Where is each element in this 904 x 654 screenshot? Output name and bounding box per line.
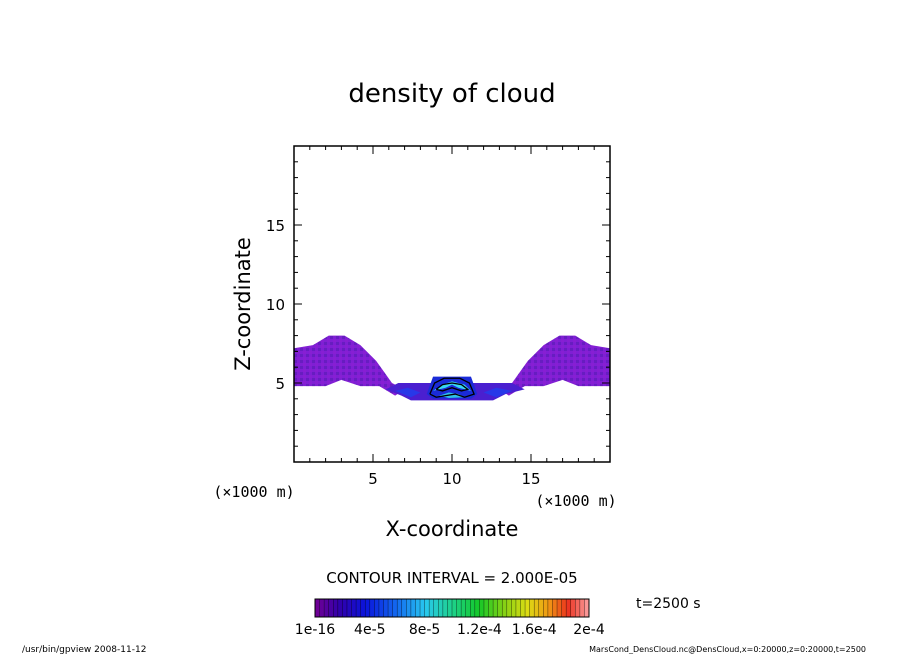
x-tick-label: 5 xyxy=(368,470,378,488)
colorbar-cell xyxy=(369,599,375,617)
colorbar-cell xyxy=(552,599,558,617)
contour-line xyxy=(435,382,470,392)
colorbar-cell xyxy=(579,599,585,617)
colorbar-cell xyxy=(447,599,453,617)
colorbar-tick-label: 1.2e-4 xyxy=(457,622,502,638)
colorbar-tick-label: 4e-5 xyxy=(354,622,385,638)
colorbar xyxy=(314,599,590,617)
colorbar-cell xyxy=(346,599,352,617)
colorbar-cell xyxy=(515,599,521,617)
colorbar-cell xyxy=(415,599,421,617)
cloud-core-inner xyxy=(433,381,471,391)
colorbar-cell xyxy=(410,599,416,617)
colorbar-cell xyxy=(324,599,329,617)
colorbar-cell xyxy=(438,599,444,617)
y-axis-label: Z-coordinate xyxy=(231,237,255,371)
colorbar-cell xyxy=(374,599,380,617)
colorbar-cell xyxy=(557,599,562,617)
colorbar-cell xyxy=(315,599,320,617)
colorbar-cell xyxy=(342,599,348,617)
colorbar-cell xyxy=(534,599,540,617)
footer-program: /usr/bin/gpview 2008-11-12 xyxy=(22,645,146,654)
colorbar-cell xyxy=(388,599,393,617)
colorbar-cell xyxy=(429,599,435,617)
colorbar-tick-label: 8e-5 xyxy=(409,622,440,638)
colorbar-cell xyxy=(566,599,572,617)
colorbar-frame xyxy=(314,598,590,618)
colorbar-cell xyxy=(493,599,498,617)
colorbar-tick-label: 1.6e-4 xyxy=(512,622,557,638)
colorbar-cell xyxy=(378,599,384,617)
colorbar-cell xyxy=(511,599,517,617)
colorbar-cell xyxy=(479,599,485,617)
colorbar-cell xyxy=(561,599,567,617)
density-field xyxy=(294,335,610,401)
colorbar-cell xyxy=(525,599,530,617)
colorbar-cell xyxy=(351,599,357,617)
contour-line xyxy=(429,377,475,398)
colorbar-cell xyxy=(392,599,398,617)
colorbar-cell xyxy=(547,599,553,617)
cloud-texture-right xyxy=(499,335,610,396)
colorbar-cell xyxy=(452,599,457,617)
y-tick-label: 10 xyxy=(266,296,285,314)
contour-interval: CONTOUR INTERVAL = 2.000E-05 xyxy=(326,569,577,587)
colorbar-cell xyxy=(397,599,403,617)
y-tick-label: 5 xyxy=(275,375,285,393)
colorbar-cell xyxy=(356,599,361,617)
colorbar-cell xyxy=(483,599,489,617)
footer-source: MarsCond_DensCloud.nc@DensCloud,x=0:2000… xyxy=(589,645,866,654)
colorbar-cell xyxy=(461,599,466,617)
colorbar-tick-labels: 1e-16 4e-5 8e-5 1.2e-4 1.6e-4 2e-4 xyxy=(295,622,605,638)
colorbar-cell xyxy=(319,599,325,617)
colorbar-cell xyxy=(433,599,439,617)
colorbar-cell xyxy=(442,599,448,617)
chart-title: density of cloud xyxy=(348,79,555,109)
colorbar-cell xyxy=(333,599,339,617)
colorbar-cell xyxy=(474,599,480,617)
colorbar-cell xyxy=(337,599,343,617)
colorbar-cell xyxy=(365,599,371,617)
x-axis-label: X-coordinate xyxy=(386,517,519,541)
colorbar-cell xyxy=(497,599,503,617)
tick-labels: 5 10 15 5 10 15 xyxy=(266,217,541,488)
cloud-patch-left xyxy=(395,387,421,398)
colorbar-cell xyxy=(529,599,535,617)
plot-frame xyxy=(293,145,611,463)
colorbar-cell xyxy=(328,599,334,617)
colorbar-cell xyxy=(538,599,544,617)
tick-marks xyxy=(293,145,611,463)
colorbar-cell xyxy=(424,599,430,617)
colorbar-cell xyxy=(456,599,462,617)
colorbar-cell xyxy=(502,599,508,617)
colorbar-cell xyxy=(470,599,476,617)
x-unit-label: (×1000 m) xyxy=(213,483,294,501)
colorbar-cell xyxy=(401,599,407,617)
x-tick-label: 15 xyxy=(521,470,540,488)
colorbar-cell xyxy=(520,599,526,617)
colorbar-cell xyxy=(360,599,366,617)
colorbar-cell xyxy=(570,599,576,617)
y-tick-label: 15 xyxy=(266,217,285,235)
cloud-patch-right xyxy=(483,387,513,398)
colorbar-cell xyxy=(420,599,425,617)
plot-area: 5 10 15 5 10 15 xyxy=(266,145,611,488)
colorbar-cell xyxy=(575,599,581,617)
colorbar-cell xyxy=(543,599,549,617)
colorbar-cell xyxy=(488,599,494,617)
cloud-texture-left xyxy=(294,335,405,396)
colorbar-cell xyxy=(506,599,512,617)
colorbar-tick-label: 1e-16 xyxy=(295,622,335,638)
colorbar-cell xyxy=(465,599,471,617)
x-tick-label: 10 xyxy=(442,470,461,488)
colorbar-cell xyxy=(383,599,389,617)
y-unit-label: (×1000 m) xyxy=(535,492,616,510)
colorbar-tick-label: 2e-4 xyxy=(573,622,605,638)
colorbar-cell xyxy=(406,599,412,617)
time-label: t=2500 s xyxy=(636,596,701,612)
colorbar-cell xyxy=(584,599,590,617)
